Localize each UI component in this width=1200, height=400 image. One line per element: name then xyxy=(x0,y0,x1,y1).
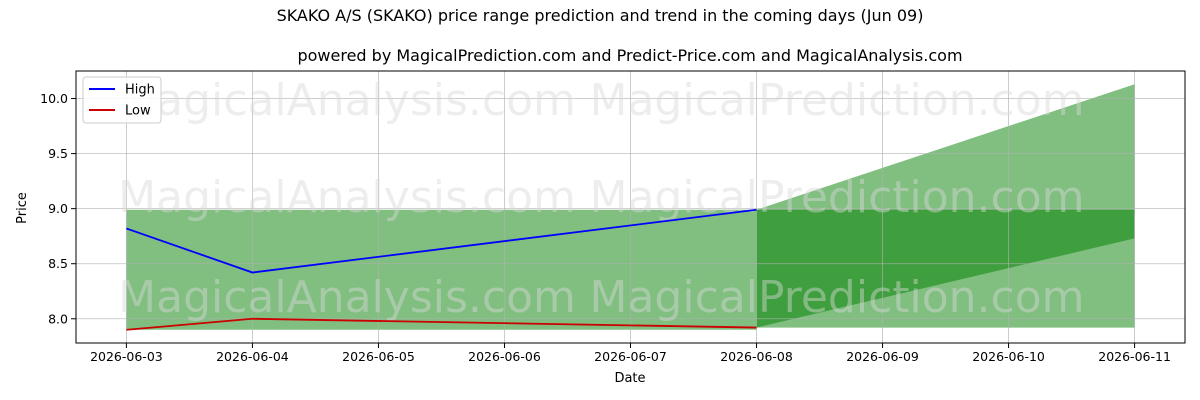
plot-area: MagicalAnalysis.com MagicalPrediction.com… xyxy=(40,70,1186,364)
watermark-left-1: MagicalAnalysis.com xyxy=(118,172,576,223)
x-tick-label-4: 2026-06-07 xyxy=(594,349,667,364)
x-tick-label-1: 2026-06-04 xyxy=(216,349,289,364)
range-band-0 xyxy=(126,209,757,330)
x-tick-label-6: 2026-06-09 xyxy=(846,349,919,364)
y-axis-label: Price xyxy=(15,192,30,224)
y-tick-label-0: 8.0 xyxy=(48,311,68,326)
watermark-right-1: MagicalPrediction.com xyxy=(590,172,1085,223)
watermark-left-2: MagicalAnalysis.com xyxy=(118,272,576,323)
x-tick-label-2: 2026-06-05 xyxy=(342,349,415,364)
y-tick-label-1: 8.5 xyxy=(48,256,68,271)
legend-label-low: Low xyxy=(125,104,151,119)
watermark-right-0: MagicalPrediction.com xyxy=(590,75,1085,126)
watermark-left-0: MagicalAnalysis.com xyxy=(118,75,576,126)
watermark-right-2: MagicalPrediction.com xyxy=(590,272,1085,323)
chart-subtitle: powered by MagicalPrediction.com and Pre… xyxy=(297,46,962,65)
x-tick-label-3: 2026-06-06 xyxy=(468,349,541,364)
x-tick-label-7: 2026-06-10 xyxy=(972,349,1045,364)
chart-title: SKAKO A/S (SKAKO) price range prediction… xyxy=(277,6,924,25)
y-tick-label-2: 9.0 xyxy=(48,201,68,216)
x-tick-label-0: 2026-06-03 xyxy=(90,349,163,364)
x-tick-label-8: 2026-06-11 xyxy=(1098,349,1171,364)
x-axis-label: Date xyxy=(614,371,645,386)
y-tick-label-3: 9.5 xyxy=(48,146,68,161)
y-tick-label-4: 10.0 xyxy=(40,91,68,106)
series-line-high xyxy=(126,208,757,274)
x-tick-label-5: 2026-06-08 xyxy=(720,349,793,364)
range-band-2 xyxy=(756,209,1135,328)
legend-label-high: High xyxy=(125,83,155,98)
series-line-low xyxy=(126,317,757,331)
